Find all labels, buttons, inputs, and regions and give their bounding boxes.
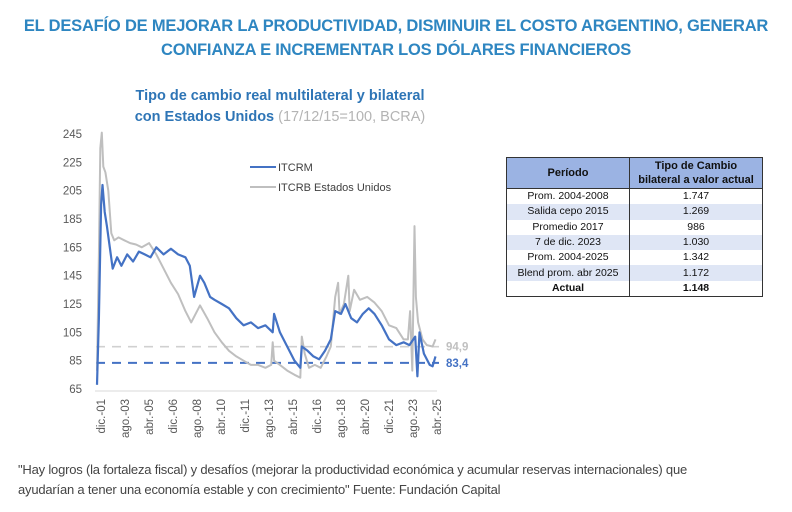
- end-labels: 94,9 83,4: [446, 342, 469, 370]
- cell-period: Promedio 2017: [507, 220, 630, 235]
- y-tick-label: 185: [63, 214, 82, 226]
- x-tick-label: abr.-10: [216, 399, 228, 435]
- table-row: Prom. 2004-2008 1.747: [507, 189, 763, 205]
- table-row: Promedio 2017 986: [507, 220, 763, 235]
- x-tick-label: ago.-13: [264, 399, 276, 438]
- cell-period: 7 de dic. 2023: [507, 235, 630, 250]
- legend: ITCRM ITCRB Estados Unidos: [250, 162, 392, 194]
- cell-period: Prom. 2004-2025: [507, 250, 630, 265]
- table-row: Actual 1.148: [507, 281, 763, 297]
- x-axis: dic.-01 ago.-03 abr.-05 dic.-06 ago.-08 abr.-…: [96, 399, 444, 438]
- reference-lines: [96, 347, 439, 363]
- x-tick-label: dic.-11: [240, 399, 252, 433]
- x-tick-label: dic.-21: [384, 399, 396, 434]
- series-line-itcrm: [97, 185, 436, 385]
- y-tick-label: 105: [63, 327, 82, 339]
- y-tick-label: 85: [69, 356, 82, 368]
- y-tick-label: 205: [63, 186, 82, 198]
- table-body: Prom. 2004-2008 1.747 Salida cepo 2015 1.26…: [507, 189, 763, 297]
- end-label-itcrb: 94,9: [446, 342, 468, 354]
- x-tick-label: ago.-03: [120, 399, 132, 438]
- x-tick-label: ago.-18: [336, 399, 348, 438]
- caption-line-1: "Hay logros (la fortaleza fiscal) y desa…: [18, 460, 788, 480]
- x-tick-label: dic.-16: [312, 399, 324, 434]
- column-header-value-line-2: bilateral a valor actual: [632, 173, 760, 187]
- y-tick-label: 245: [63, 129, 82, 141]
- cell-value: 1.342: [630, 250, 763, 265]
- x-tick-label: abr.-05: [144, 399, 156, 435]
- legend-label-itcrb: ITCRB Estados Unidos: [278, 182, 392, 194]
- x-tick-label: dic.-01: [96, 399, 108, 434]
- column-header-period: Período: [507, 158, 630, 189]
- column-header-value: Tipo de Cambio bilateral a valor actual: [630, 158, 763, 189]
- cell-period: Blend prom. abr 2025: [507, 265, 630, 280]
- x-tick-label: ago.-08: [192, 399, 204, 438]
- exchange-rate-table: Período Tipo de Cambio bilateral a valor …: [506, 157, 763, 297]
- end-label-itcrm: 83,4: [446, 358, 469, 370]
- caption-line-2: ayudarían a tener una economía estable y…: [18, 480, 788, 500]
- table-row: Blend prom. abr 2025 1.172: [507, 265, 763, 280]
- y-tick-label: 145: [63, 271, 82, 283]
- cell-value: 1.172: [630, 265, 763, 280]
- cell-period: Salida cepo 2015: [507, 204, 630, 219]
- table-row: Salida cepo 2015 1.269: [507, 204, 763, 219]
- y-tick-label: 65: [69, 384, 82, 396]
- cell-value: 986: [630, 220, 763, 235]
- y-tick-label: 125: [63, 299, 82, 311]
- cell-value: 1.148: [630, 281, 763, 297]
- x-tick-label: abr.-25: [432, 399, 444, 435]
- cell-period: Actual: [507, 281, 630, 297]
- caption: "Hay logros (la fortaleza fiscal) y desa…: [18, 460, 788, 500]
- x-tick-label: dic.-06: [168, 399, 180, 434]
- table-row: 7 de dic. 2023 1.030: [507, 235, 763, 250]
- legend-label-itcrm: ITCRM: [278, 162, 313, 174]
- cell-period: Prom. 2004-2008: [507, 189, 630, 205]
- y-tick-label: 165: [63, 242, 82, 254]
- cell-value: 1.030: [630, 235, 763, 250]
- cell-value: 1.747: [630, 189, 763, 205]
- cell-value: 1.269: [630, 204, 763, 219]
- y-tick-label: 225: [63, 157, 82, 169]
- line-chart: 245 225 205 185 165 145 125 105 85 65 dic.-01 ago.…: [0, 0, 500, 445]
- table-header-row: Período Tipo de Cambio bilateral a valor …: [507, 158, 763, 189]
- x-tick-label: abr.-20: [360, 399, 372, 435]
- column-header-value-line-1: Tipo de Cambio: [632, 159, 760, 173]
- x-tick-label: ago.-23: [408, 399, 420, 438]
- table-row: Prom. 2004-2025 1.342: [507, 250, 763, 265]
- x-tick-label: abr.-15: [288, 399, 300, 435]
- y-axis: 245 225 205 185 165 145 125 105 85 65: [63, 129, 82, 396]
